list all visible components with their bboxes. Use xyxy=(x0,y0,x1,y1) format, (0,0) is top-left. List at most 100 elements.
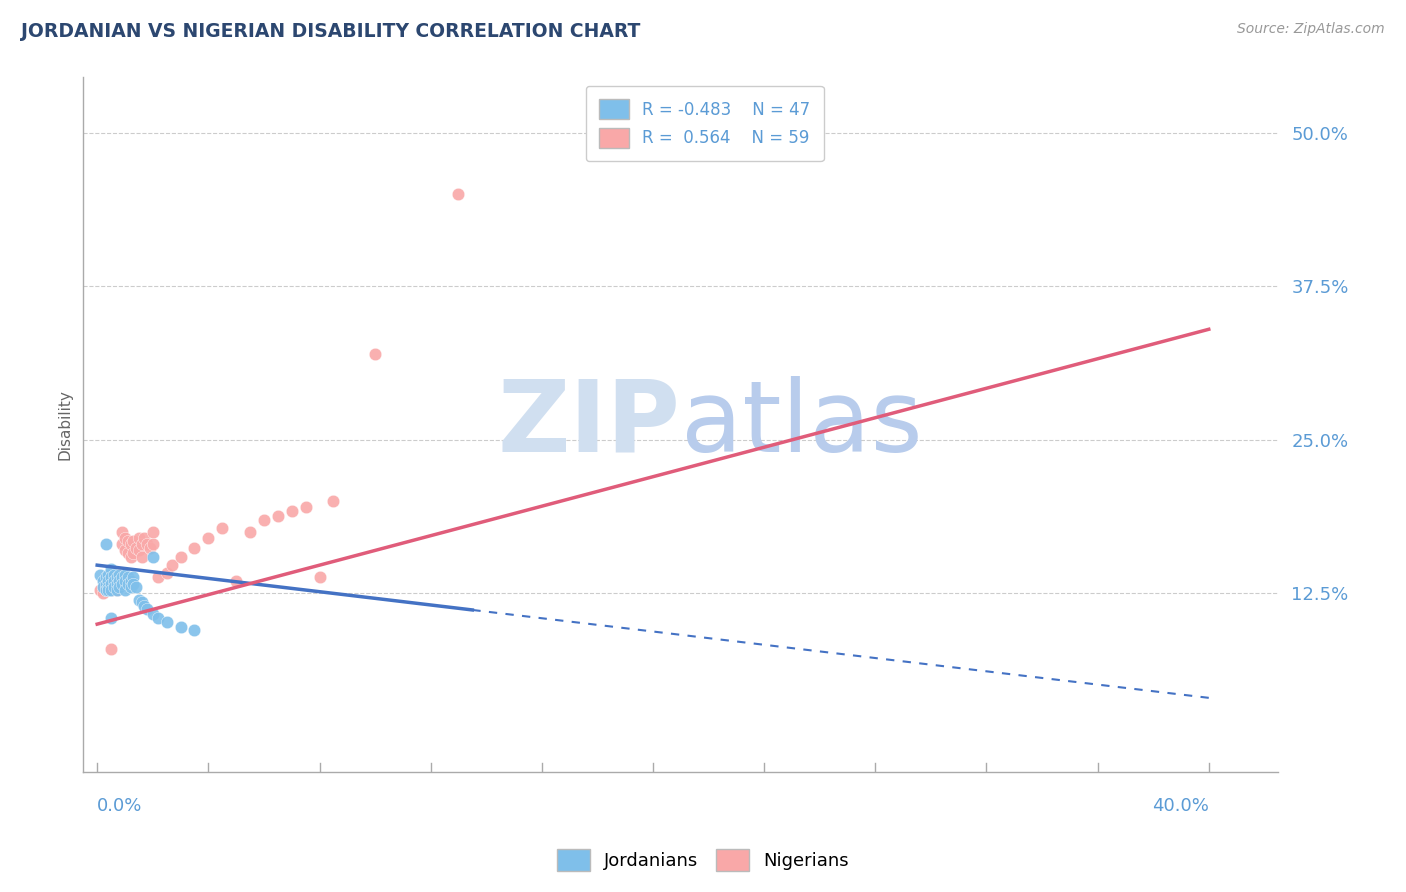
Point xyxy=(100,611,122,625)
Point xyxy=(111,537,134,551)
Point xyxy=(94,578,117,592)
Point xyxy=(114,568,136,582)
Point xyxy=(225,574,247,588)
Point xyxy=(322,494,344,508)
Point xyxy=(128,543,150,558)
Point xyxy=(117,570,139,584)
Point xyxy=(108,568,131,582)
Text: 0.0%: 0.0% xyxy=(97,797,142,814)
Point xyxy=(139,541,162,555)
Point xyxy=(128,531,150,545)
Point xyxy=(136,537,159,551)
Point xyxy=(100,641,122,656)
Point xyxy=(120,580,142,594)
Point xyxy=(97,582,120,597)
Point xyxy=(108,568,131,582)
Point xyxy=(197,531,219,545)
Point xyxy=(105,570,128,584)
Point xyxy=(105,582,128,597)
Point xyxy=(89,568,111,582)
Point xyxy=(183,624,205,638)
Point xyxy=(105,570,128,584)
Point xyxy=(103,580,125,594)
Point xyxy=(120,537,142,551)
Point xyxy=(128,592,150,607)
Text: atlas: atlas xyxy=(681,376,922,473)
Point xyxy=(183,541,205,555)
Point xyxy=(122,576,145,591)
Point xyxy=(111,570,134,584)
Point xyxy=(114,574,136,588)
Point xyxy=(100,562,122,576)
Point xyxy=(308,570,330,584)
Point xyxy=(169,549,191,564)
Point xyxy=(122,546,145,560)
Point xyxy=(97,568,120,582)
Point xyxy=(142,549,165,564)
Point xyxy=(100,570,122,584)
Point xyxy=(111,576,134,591)
Point xyxy=(108,574,131,588)
Point xyxy=(148,570,170,584)
Text: ZIP: ZIP xyxy=(498,376,681,473)
Point xyxy=(94,582,117,597)
Point xyxy=(136,602,159,616)
Point xyxy=(120,549,142,564)
Point xyxy=(103,568,125,582)
Point xyxy=(97,574,120,588)
Point xyxy=(114,582,136,597)
Point xyxy=(108,580,131,594)
Point xyxy=(125,580,148,594)
Point xyxy=(364,347,387,361)
Y-axis label: Disability: Disability xyxy=(58,389,72,460)
Point xyxy=(156,615,179,629)
Point xyxy=(97,580,120,594)
Legend: Jordanians, Nigerians: Jordanians, Nigerians xyxy=(550,842,856,879)
Point xyxy=(169,619,191,633)
Point xyxy=(100,576,122,591)
Point xyxy=(134,531,156,545)
Point xyxy=(211,521,233,535)
Point xyxy=(111,524,134,539)
Point xyxy=(131,595,153,609)
Point xyxy=(94,578,117,592)
Point xyxy=(267,509,290,524)
Point xyxy=(122,533,145,548)
Point xyxy=(131,549,153,564)
Point xyxy=(100,570,122,584)
Point xyxy=(160,558,183,573)
Point xyxy=(156,566,179,580)
Point xyxy=(91,586,114,600)
Point xyxy=(97,582,120,597)
Point xyxy=(105,576,128,591)
Point xyxy=(253,513,276,527)
Point xyxy=(100,578,122,592)
Point xyxy=(117,576,139,591)
Point xyxy=(108,580,131,594)
Point xyxy=(120,574,142,588)
Point xyxy=(114,543,136,558)
Point xyxy=(280,504,302,518)
Point xyxy=(91,574,114,588)
Point xyxy=(117,546,139,560)
Point xyxy=(105,582,128,597)
Point xyxy=(148,611,170,625)
Point xyxy=(142,537,165,551)
Point xyxy=(125,541,148,555)
Point xyxy=(447,187,470,202)
Point xyxy=(103,580,125,594)
Text: 40.0%: 40.0% xyxy=(1152,797,1209,814)
Point xyxy=(134,599,156,613)
Point xyxy=(103,574,125,588)
Point xyxy=(117,533,139,548)
Point xyxy=(89,582,111,597)
Point xyxy=(122,570,145,584)
Point xyxy=(294,500,316,515)
Point xyxy=(91,580,114,594)
Legend: R = -0.483    N = 47, R =  0.564    N = 59: R = -0.483 N = 47, R = 0.564 N = 59 xyxy=(586,86,824,161)
Point xyxy=(94,537,117,551)
Point xyxy=(97,574,120,588)
Point xyxy=(91,580,114,594)
Point xyxy=(142,607,165,622)
Point xyxy=(94,582,117,597)
